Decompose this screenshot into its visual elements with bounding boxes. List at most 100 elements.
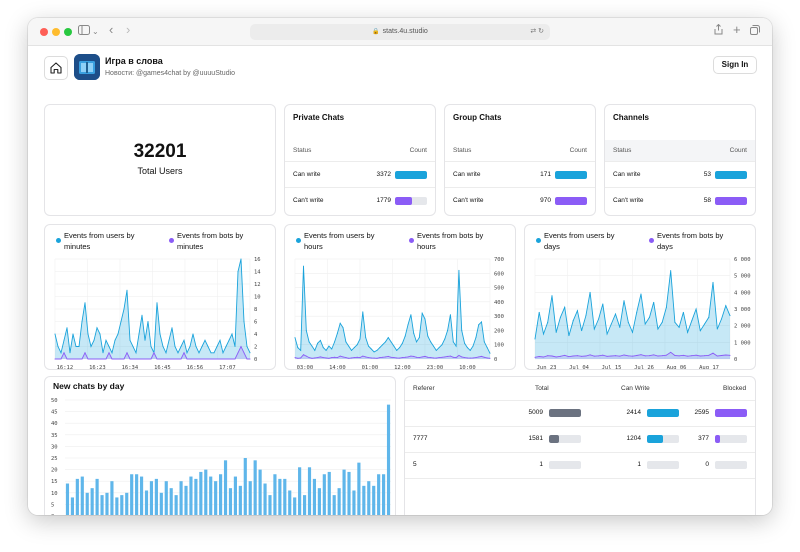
back-icon[interactable]: ‹ xyxy=(109,22,114,37)
data-point xyxy=(665,354,667,356)
translate-reload-icons[interactable]: ⇄ ↻ xyxy=(530,28,544,35)
data-point xyxy=(687,331,689,333)
data-point xyxy=(213,352,215,354)
data-point xyxy=(207,358,209,360)
bar xyxy=(204,469,208,515)
data-point xyxy=(120,321,122,322)
series-area xyxy=(535,352,730,359)
new-tab-icon[interactable]: + xyxy=(733,22,741,37)
bar xyxy=(164,481,168,515)
data-point xyxy=(325,357,327,359)
bar xyxy=(278,478,282,515)
data-point xyxy=(716,355,718,357)
data-point xyxy=(222,358,224,360)
legend-bots[interactable]: Events from bots by minutes xyxy=(169,230,265,252)
data-point xyxy=(695,354,697,356)
y-tick-label: 300 xyxy=(494,314,504,320)
legend-users[interactable]: Events from users by hours xyxy=(296,230,386,252)
data-point xyxy=(105,339,107,341)
bar xyxy=(263,483,267,515)
data-point xyxy=(444,338,446,340)
x-tick-label: 10:00 xyxy=(459,365,476,370)
address-bar[interactable]: 🔒 stats.4u.studio ⇄ ↻ xyxy=(250,24,550,40)
card-title: Channels xyxy=(613,113,650,122)
data-point xyxy=(129,358,131,360)
legend-label: Events from bots by days xyxy=(657,231,724,251)
data-point xyxy=(231,333,233,335)
data-point xyxy=(317,342,319,344)
data-point xyxy=(132,346,134,347)
close-window-button[interactable] xyxy=(40,28,48,36)
data-point xyxy=(481,355,483,357)
can-write-cell: 2414 xyxy=(626,409,641,416)
row-bar-fill xyxy=(549,435,560,443)
data-point xyxy=(342,356,344,358)
home-button[interactable] xyxy=(44,56,68,80)
data-point xyxy=(478,356,480,358)
x-tick-label: 03:00 xyxy=(297,365,314,370)
data-point xyxy=(183,352,185,354)
data-point xyxy=(602,354,604,356)
y-tick-label: 700 xyxy=(494,257,504,263)
data-point xyxy=(704,355,706,357)
sidebar-icon[interactable] xyxy=(78,24,90,40)
data-point xyxy=(455,345,457,347)
data-point xyxy=(644,355,646,357)
data-point xyxy=(159,358,161,360)
data-point xyxy=(382,356,384,358)
legend-users[interactable]: Events from users by days xyxy=(536,230,630,252)
data-point xyxy=(123,358,125,360)
data-point xyxy=(678,355,680,357)
data-point xyxy=(699,330,701,332)
legend-bots[interactable]: Events from bots by hours xyxy=(409,230,499,252)
forward-icon[interactable]: › xyxy=(126,22,131,37)
data-point xyxy=(144,339,146,341)
data-point xyxy=(653,301,655,303)
blocked-cell: 377 xyxy=(698,435,709,442)
data-point xyxy=(393,345,395,347)
data-point xyxy=(63,352,65,354)
data-point xyxy=(551,295,553,297)
legend-users[interactable]: Events from users by minutes xyxy=(56,230,152,252)
row-bar xyxy=(715,435,747,443)
minimize-window-button[interactable] xyxy=(52,28,60,36)
data-point xyxy=(150,358,152,360)
chevron-down-icon[interactable]: ⌄ xyxy=(92,27,99,36)
sign-in-button[interactable]: Sign In xyxy=(713,56,757,74)
data-point xyxy=(246,346,248,347)
tabs-overview-icon[interactable] xyxy=(750,24,760,40)
share-icon[interactable] xyxy=(714,23,723,40)
row-bar xyxy=(549,435,581,443)
data-point xyxy=(670,351,672,353)
legend-bots[interactable]: Events from bots by days xyxy=(649,230,739,252)
count-header: Count xyxy=(409,147,427,154)
data-point xyxy=(401,357,403,359)
data-point xyxy=(66,358,68,360)
table-row: 5 1 1 0 xyxy=(405,453,755,479)
data-point xyxy=(648,355,650,357)
data-point xyxy=(410,314,412,316)
bar xyxy=(75,478,79,515)
data-point xyxy=(661,355,663,357)
data-point xyxy=(489,357,491,359)
data-point xyxy=(432,345,434,347)
data-point xyxy=(225,346,227,347)
app-subtitle[interactable]: Новости: @games4chat by @uuuuStudio xyxy=(105,70,236,77)
bar xyxy=(219,474,223,515)
y-tick-label: 10 xyxy=(51,491,58,497)
blocked-col: Blocked xyxy=(723,385,747,392)
row-label: Can't write xyxy=(613,197,644,204)
zoom-window-button[interactable] xyxy=(64,28,72,36)
y-tick-label: 6 xyxy=(254,320,257,326)
data-point xyxy=(486,347,488,349)
address-text: stats.4u.studio xyxy=(382,28,428,35)
data-point xyxy=(141,314,143,316)
total-cell: 1581 xyxy=(528,435,543,442)
data-point xyxy=(559,316,561,318)
data-point xyxy=(186,352,188,354)
bar xyxy=(302,495,307,515)
data-point xyxy=(542,356,544,358)
data-point xyxy=(168,339,170,341)
data-point xyxy=(108,346,110,347)
table-row: 5009 2414 2595 xyxy=(405,401,755,427)
